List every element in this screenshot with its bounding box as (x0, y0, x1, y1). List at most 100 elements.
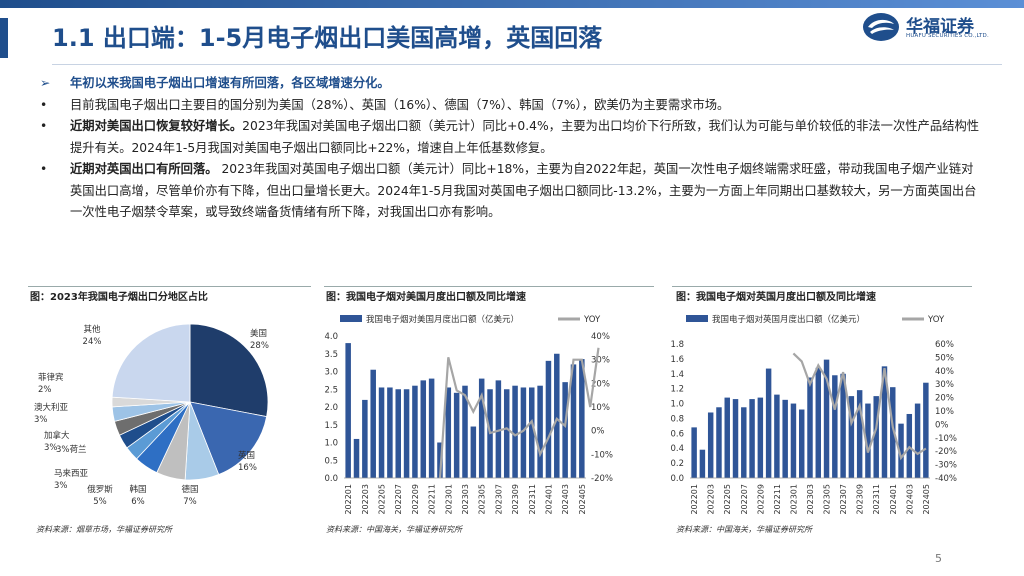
bar (453, 392, 460, 478)
bar (562, 382, 568, 478)
uk-chart-source: 资料来源：中国海关，华福证券研究所 (676, 525, 812, 534)
bar (437, 442, 443, 478)
pie-percent-label: 3% (44, 443, 58, 453)
x-tick: 202207 (394, 484, 403, 515)
y-right-tick: 20% (935, 394, 954, 404)
pie-label: 加拿大 (44, 430, 70, 441)
x-tick: 202303 (461, 484, 470, 515)
y-right-tick: 30% (935, 380, 954, 390)
y-left-tick: 0.2 (670, 459, 684, 469)
x-tick: 202203 (707, 484, 716, 515)
x-tick: 202403 (905, 484, 914, 515)
pie-label: 韩国 (129, 484, 146, 495)
bar (353, 438, 360, 478)
us-export-chart: 我国电子烟对美国月度出口额（亿美元） YOY 0.0 0.5 1.0 1.5 2.0 2.5 3… (324, 314, 613, 515)
bullet-item: • 近期对美国出口恢复较好增长。2023年我国对美国电子烟出口额（美元计）同比+0… (40, 116, 980, 159)
pie-label: 澳大利亚 (34, 402, 69, 413)
bar (362, 399, 368, 478)
y-right-tick: 40% (591, 332, 610, 342)
bar (403, 389, 410, 478)
y-left-tick: 0.0 (324, 474, 338, 484)
bar (512, 385, 518, 478)
pie-percent-label: 16% (238, 463, 257, 473)
yoy-line (792, 352, 927, 461)
bar (420, 380, 427, 478)
bar (412, 385, 418, 478)
bar (890, 387, 896, 478)
figure-divider (324, 286, 654, 287)
y-left-tick: 1.0 (670, 400, 684, 410)
x-tick: 202301 (444, 484, 453, 515)
bullet-item: • 近期对英国出口有所回落。 2023年我国对英国电子烟出口额（美元计）同比+18… (40, 159, 980, 224)
y-right-tick: 50% (935, 353, 954, 363)
bullet-text: 2023年我国对美国电子烟出口额（美元计）同比+0.4%，主要为出口均价下行所致… (70, 119, 980, 155)
x-tick: 202401 (544, 484, 553, 515)
x-tick: 202205 (378, 484, 387, 515)
x-tick: 202205 (723, 484, 732, 515)
x-tick: 202209 (411, 484, 420, 515)
x-tick: 202201 (344, 484, 353, 515)
bar (579, 359, 585, 478)
arrow-bullet-icon: ➢ (40, 76, 51, 90)
bar (495, 380, 502, 478)
bar (741, 407, 747, 478)
y-left-tick: 1.4 (670, 370, 684, 380)
legend-bar-swatch (686, 315, 708, 322)
y-left-tick: 4.0 (324, 332, 338, 342)
y-left-tick: 1.5 (324, 421, 338, 431)
bar (757, 397, 764, 478)
x-tick: 202311 (872, 484, 881, 515)
y-left-tick: 1.8 (670, 340, 684, 350)
legend-bar-label: 我国电子烟对美国月度出口额（亿美元） (366, 314, 519, 325)
pie-percent-label: 28% (250, 341, 269, 351)
bar (823, 359, 830, 478)
bar (428, 378, 435, 478)
pie-percent-label: 2% (38, 385, 52, 395)
dot-bullet-icon: • (40, 97, 48, 112)
x-tick: 202211 (428, 484, 437, 515)
legend-line-label: YOY (583, 315, 601, 325)
y-left-tick: 1.2 (670, 385, 684, 395)
bar (554, 353, 560, 478)
y-right-tick: -20% (591, 474, 613, 484)
dot-bullet-icon: • (40, 119, 48, 133)
pie-label: 美国 (250, 328, 267, 339)
x-tick: 202401 (889, 484, 898, 515)
y-right-tick: 20% (591, 379, 610, 389)
pie-label: 菲律宾 (38, 372, 64, 383)
y-right-tick: 10% (935, 407, 954, 417)
x-tick: 202301 (789, 484, 798, 515)
y-left-tick: 3.5 (324, 350, 338, 360)
y-right-tick: 0% (935, 420, 949, 430)
bullet-text: 目前我国电子烟出口主要目的国分别为美国（28%）、英国（16%）、德国（7%）、… (70, 97, 730, 112)
bar (462, 385, 468, 478)
bar (345, 343, 351, 478)
bar (395, 389, 401, 478)
bullet-summary: 年初以来我国电子烟出口增速有所回落，各区域增速分化。 (70, 76, 390, 90)
bar (699, 449, 706, 478)
x-tick: 202211 (773, 484, 782, 515)
bar (370, 369, 376, 478)
pie-label: 俄罗斯 (87, 484, 113, 495)
pie-slice (189, 401, 268, 476)
legend-bar-label: 我国电子烟对英国月度出口额（亿美元） (712, 314, 865, 325)
pie-caption: 图：2023年我国电子烟出口分地区占比 (30, 292, 208, 303)
y-right-tick: 0% (591, 427, 605, 437)
legend-line-label: YOY (927, 315, 945, 325)
bar (798, 409, 805, 478)
pie-percent-label: 6% (131, 497, 145, 507)
pie-percent-label: 7% (183, 497, 197, 507)
x-tick: 202307 (494, 484, 503, 515)
page-number: 5 (935, 552, 942, 565)
y-right-tick: -10% (591, 450, 613, 460)
bullet-list: ➢ 年初以来我国电子烟出口增速有所回落，各区域增速分化。 • 目前我国电子烟出口主要… (40, 73, 980, 224)
y-left-tick: 0.0 (670, 474, 684, 484)
bar (503, 389, 510, 478)
x-tick: 202311 (528, 484, 537, 515)
bar (445, 387, 452, 478)
bar (470, 426, 477, 478)
pie-source: 资料来源：烟草市场，华福证券研究所 (36, 525, 172, 534)
us-chart-caption: 图：我国电子烟对美国月度出口额及同比增速 (326, 292, 526, 303)
bar (774, 394, 780, 478)
y-left-tick: 1.0 (324, 439, 338, 449)
